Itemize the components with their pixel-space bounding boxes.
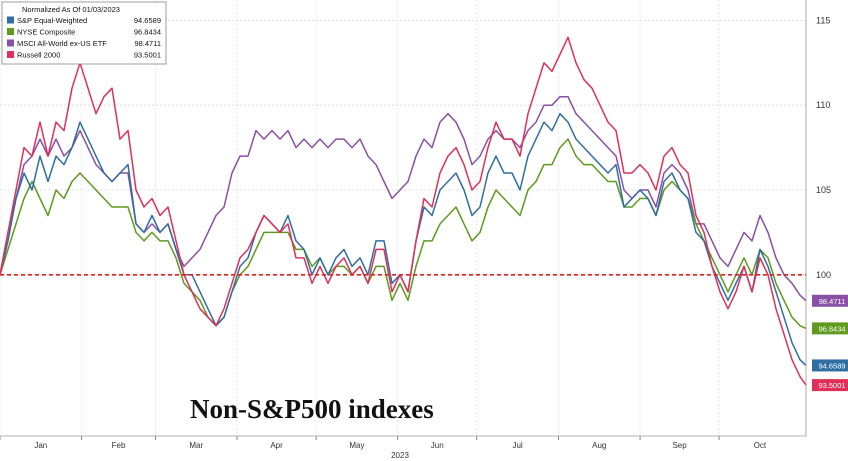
x-tick-label: Oct [754, 441, 767, 450]
x-tick-label: Jan [34, 441, 47, 450]
x-axis: Jan Feb Mar Apr May Jun Jul Aug Sep Oct [0, 435, 806, 450]
last-value-badges: 94.6589 96.8434 98.4711 93.5001 [812, 294, 848, 392]
y-tick-label: 110 [816, 100, 830, 110]
last-value-badge [812, 294, 848, 307]
legend-swatch [7, 39, 14, 47]
series-line-msci-all-world-ex-us-etf [0, 95, 807, 302]
legend: Normalized As Of 01/03/2023 S&P Equal-We… [1, 1, 167, 65]
legend-series-value: 94.6589 [134, 16, 161, 25]
legend-header: Normalized As Of 01/03/2023 [22, 5, 120, 14]
x-tick-label: Apr [270, 441, 283, 450]
x-tick-label: Mar [189, 441, 203, 450]
x-tick-label: Jul [512, 441, 522, 450]
legend-swatch [7, 28, 14, 35]
last-value-text: 93.5001 [818, 381, 845, 390]
chart-overlay-text: Non-S&P500 indexes [190, 394, 434, 424]
last-value-text: 98.4711 [819, 297, 846, 306]
y-tick-label: 105 [816, 185, 831, 195]
last-value-text: 96.8434 [818, 324, 845, 333]
last-value-badge [812, 322, 848, 335]
series-line-russell-2000 [0, 36, 807, 386]
legend-box [1, 1, 167, 65]
series-layer [0, 36, 807, 386]
series-line-nyse-composite [0, 138, 807, 330]
last-value-badge [812, 359, 848, 372]
x-tick-label: Sep [672, 441, 687, 450]
legend-series-name: NYSE Composite [17, 28, 75, 37]
x-tick-label: Feb [112, 441, 126, 450]
legend-series-name: MSCI All-World ex-US ETF [17, 39, 107, 48]
x-axis-label: 2023 [391, 451, 409, 460]
series-line-s-p-equal-weighted [0, 112, 807, 366]
x-tick-label: Jun [431, 441, 444, 450]
legend-swatch [7, 16, 14, 24]
legend-series-name: S&P Equal-Weighted [17, 16, 87, 25]
grid [0, 0, 806, 436]
legend-series-value: 98.4711 [134, 39, 161, 48]
x-tick-label: May [349, 441, 364, 450]
y-axis: 100 105 110 115 [805, 0, 831, 436]
y-tick-label: 115 [816, 15, 830, 25]
legend-series-name: Russell 2000 [17, 51, 60, 60]
legend-series-value: 96.8434 [134, 28, 161, 37]
y-tick-label: 100 [816, 270, 831, 280]
last-value-badge [812, 379, 848, 392]
legend-swatch [7, 51, 14, 58]
legend-series-value: 93.5001 [134, 51, 161, 60]
last-value-text: 94.6589 [818, 361, 845, 370]
x-tick-label: Aug [592, 441, 606, 450]
